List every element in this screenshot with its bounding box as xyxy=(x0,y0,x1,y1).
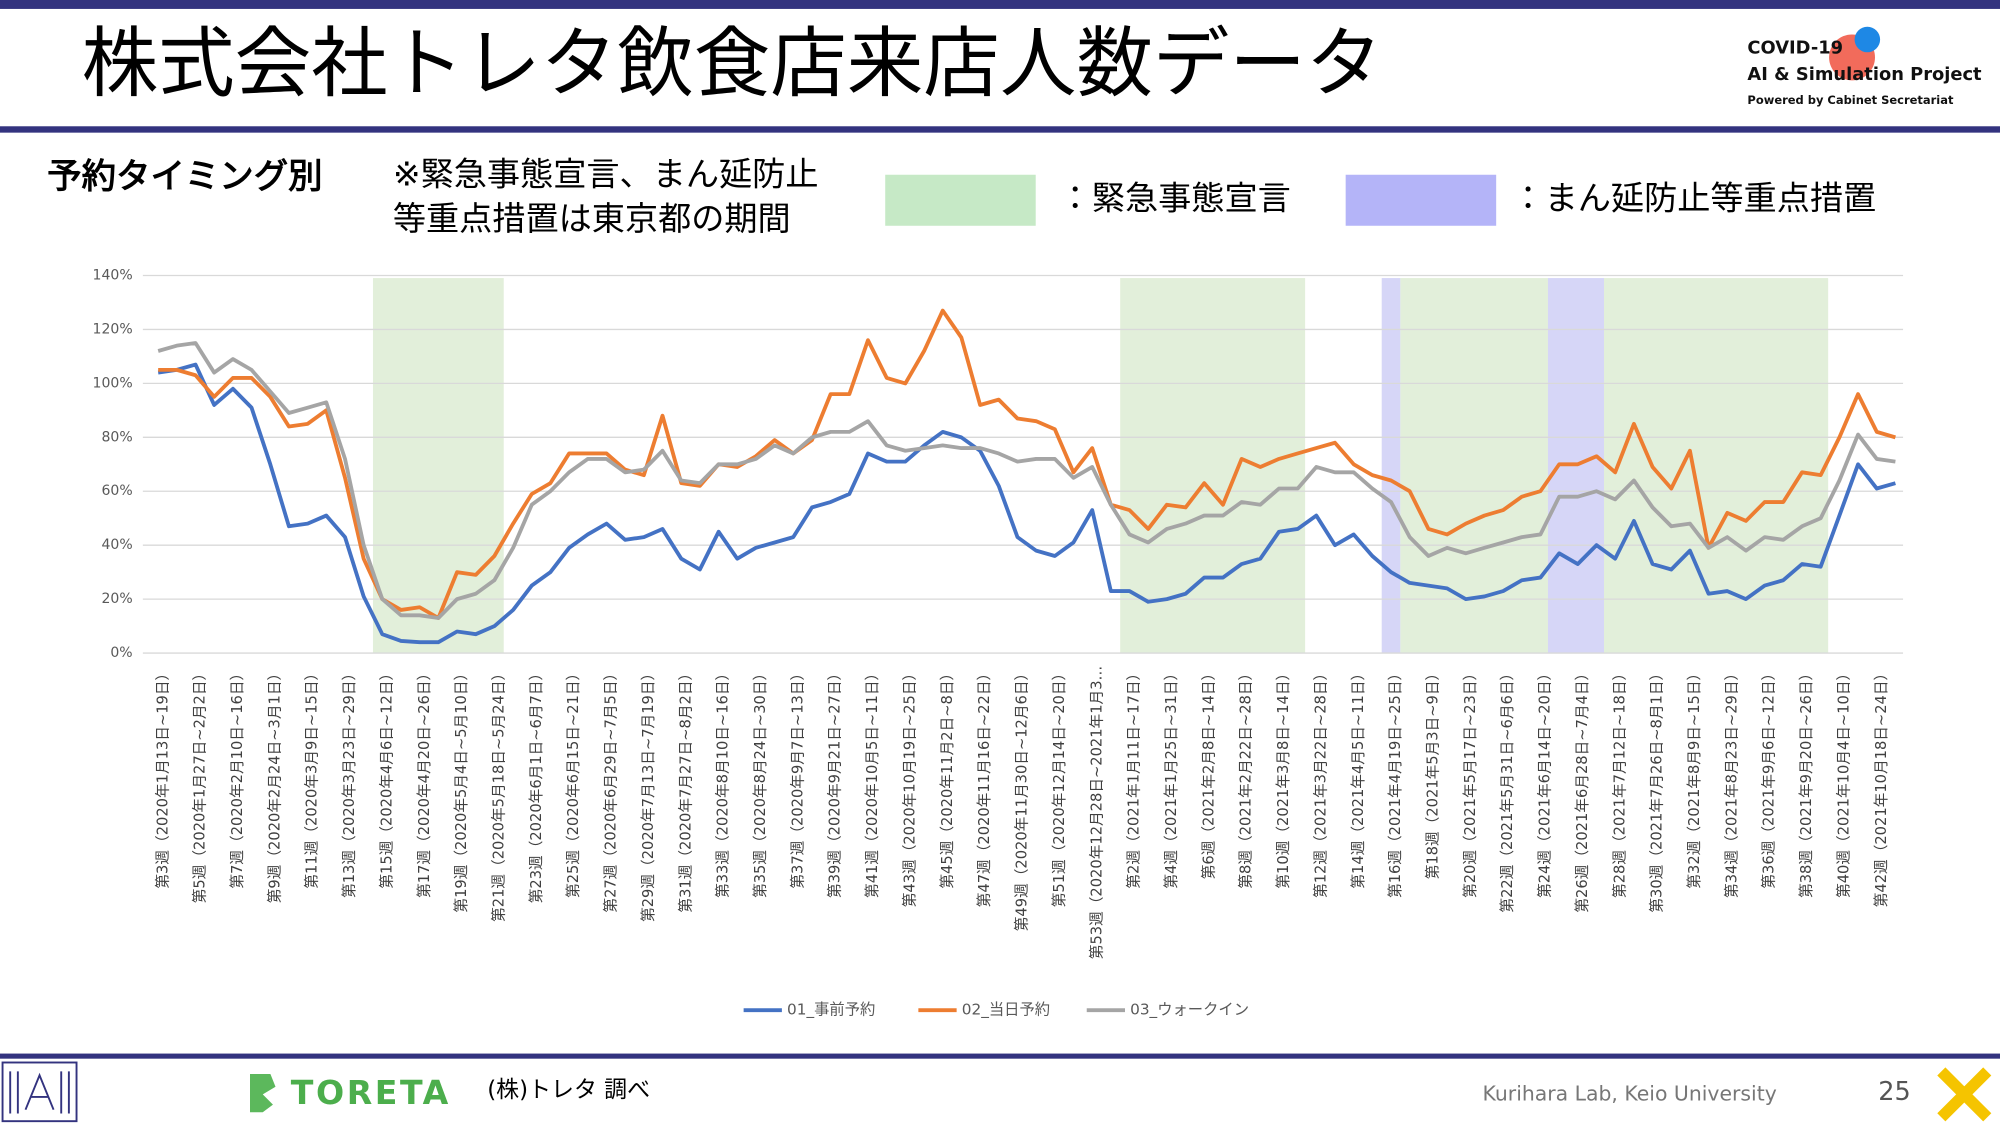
series-line xyxy=(158,308,1896,620)
x-tick-label: 第27週（2020年6月29日~7月5日） xyxy=(603,666,620,913)
page-number: 25 xyxy=(1878,1077,1910,1107)
x-tick-label: 第16週（2021年4月19日~25日） xyxy=(1387,666,1404,898)
band-legend-label: ：まん延防止等重点措置 xyxy=(1511,179,1876,218)
series-line xyxy=(157,341,1896,620)
logo-glyph xyxy=(9,1071,70,1114)
period-band xyxy=(1381,278,1401,654)
x-tick-label: 第49週（2020年11月30日~12月6日） xyxy=(1014,666,1031,931)
x-tick-label: 第24週（2021年6月14日~20日） xyxy=(1537,666,1554,898)
slide-title: 株式会社トレタ飲食店来店人数データ xyxy=(82,20,1383,109)
x-tick-label: 第25週（2020年6月15日~21日） xyxy=(565,666,582,898)
toreta-mark xyxy=(250,1073,276,1113)
logo-text: COVID-19 xyxy=(1747,37,1843,58)
brand: TORETA xyxy=(291,1073,451,1112)
logo-frame xyxy=(1,1061,78,1123)
x-tick-label: 第43週（2020年10月19日~25日） xyxy=(901,666,918,907)
logo-text: Powered by Cabinet Secretariat xyxy=(1747,93,1954,107)
x-tick-label: 第28週（2021年7月12日~18日） xyxy=(1611,666,1628,898)
x-tick-label: 第35週（2020年8月24日~30日） xyxy=(752,666,769,898)
x-tick-label: 第38週（2021年9月20日~26日） xyxy=(1798,666,1815,898)
chart: ：緊急事態宣言 ：まん延防止等重点措置 0% 20% 40% 60% 80% 100% 120%… xyxy=(93,174,1904,1020)
x-tick-label: 第31週（2020年7月27日~8月2日） xyxy=(677,666,694,913)
x-tick-label: 第12週（2021年3月22日~28日） xyxy=(1312,666,1329,898)
top-bar xyxy=(0,0,2000,9)
legend-label: 02_当日予約 xyxy=(962,1001,1050,1020)
x-tick-label: 第41週（2020年10月5日~11日） xyxy=(864,666,881,898)
x-tick-label: 第45週（2020年11月2日~8日） xyxy=(939,666,956,889)
x-tick-label: 第21週（2020年5月18日~5月24日） xyxy=(491,666,508,922)
x-tick-label: 第2週（2021年1月11日~17日） xyxy=(1126,666,1143,889)
band-legend-swatch xyxy=(885,174,1036,226)
y-tick-label: 100% xyxy=(93,375,133,391)
y-tick-label: 140% xyxy=(93,268,133,284)
x-tick-label: 第6週（2021年2月8日~14日） xyxy=(1200,666,1217,879)
note: 等重点措置は東京都の期間 xyxy=(393,199,791,238)
x-tick-label: 第22週（2021年5月31日~6月6日） xyxy=(1499,666,1516,913)
period-band xyxy=(372,278,504,654)
lab: Kurihara Lab, Keio University xyxy=(1483,1081,1777,1105)
x-tick-label: 第47週（2020年11月16日~22日） xyxy=(976,666,993,907)
x-tick-label: 第32週（2021年8月9日~15日） xyxy=(1686,666,1703,889)
x-tick-label: 第18週（2021年5月3日~9日） xyxy=(1425,666,1442,879)
x-tick-label: 第9週（2020年2月24日~3月1日） xyxy=(266,666,283,903)
x-tick-label: 第34週（2021年8月23日~29日） xyxy=(1723,666,1740,898)
y-tick-label: 0% xyxy=(110,645,132,661)
x-tick-label: 第33週（2020年8月10日~16日） xyxy=(715,666,732,898)
x-logo xyxy=(1937,1067,1992,1122)
x-tick-label: 第10週（2021年3月8日~14日） xyxy=(1275,666,1292,889)
x-tick-label: 第7週（2020年2月10日~16日） xyxy=(229,666,246,889)
x-tick-label: 第51週（2020年12月14日~20日） xyxy=(1051,666,1068,907)
period-band xyxy=(1120,278,1306,654)
x-tick-label: 第13週（2020年3月23日~29日） xyxy=(341,666,358,898)
y-tick-label: 60% xyxy=(101,483,132,499)
series-line xyxy=(157,362,1896,645)
x-tick-label: 第3週（2020年1月13日~19日） xyxy=(154,666,171,889)
y-tick-label: 20% xyxy=(101,591,132,607)
period-band xyxy=(1400,278,1548,654)
x-tick-label: 第40週（2021年10月4日~10日） xyxy=(1835,666,1852,898)
x-tick-label: 第39週（2020年9月21日~27日） xyxy=(827,666,844,898)
source: (株)トレタ 調べ xyxy=(487,1077,650,1103)
x-tick-label: 第20週（2021年5月17日~23日） xyxy=(1462,666,1479,898)
x-tick-label: 第42週（2021年10月18日~24日） xyxy=(1873,666,1890,907)
period-band xyxy=(1603,278,1829,654)
x-tick-label: 第53週（2020年12月28日~2021年1月3… xyxy=(1088,666,1105,959)
x-tick-label: 第37週（2020年9月7日~13日） xyxy=(789,666,806,889)
x-tick-label: 第11週（2020年3月9日~15日） xyxy=(304,666,321,889)
x-tick-label: 第4週（2021年1月25日~31日） xyxy=(1163,666,1180,889)
x-tick-label: 第30週（2021年7月26日~8月1日） xyxy=(1649,666,1666,913)
band-legend-label: ：緊急事態宣言 xyxy=(1059,179,1291,218)
x-tick-label: 第29週（2020年7月13日~7月19日） xyxy=(640,666,657,922)
footer-rule xyxy=(0,1053,2000,1059)
y-tick-label: 80% xyxy=(101,429,132,445)
x-tick-label: 第26週（2021年6月28日~7月4日） xyxy=(1574,666,1591,913)
header-rule xyxy=(0,126,2000,133)
x-tick-label: 第14週（2021年4月5日~11日） xyxy=(1350,666,1367,889)
y-tick-label: 120% xyxy=(93,321,133,337)
x-tick-label: 第19週（2020年5月4日~5月10日） xyxy=(453,666,470,913)
logo-text: AI & Simulation Project xyxy=(1747,64,1982,85)
keio-logo xyxy=(1,1061,78,1123)
band-legend-swatch xyxy=(1345,174,1497,226)
x-tick-label: 第15週（2020年4月6日~12日） xyxy=(378,666,395,889)
legend-label: 01_事前予約 xyxy=(787,1001,875,1020)
logo-dot xyxy=(1854,26,1881,53)
x-tick-label: 第36週（2021年9月6日~12日） xyxy=(1761,666,1778,889)
note: ※緊急事態宣言、まん延防止 xyxy=(393,155,819,194)
chart-subtitle: 予約タイミング別 xyxy=(47,157,322,197)
x-tick-label: 第23週（2020年6月1日~6月7日） xyxy=(528,666,545,903)
y-tick-label: 40% xyxy=(101,537,132,553)
legend-label: 03_ウォークイン xyxy=(1130,1001,1249,1020)
x-tick-label: 第5週（2020年1月27日~2月2日） xyxy=(192,666,209,903)
x-tick-label: 第17週（2020年4月20日~26日） xyxy=(416,666,433,898)
x-tick-label: 第8週（2021年2月22日~28日） xyxy=(1238,666,1255,889)
